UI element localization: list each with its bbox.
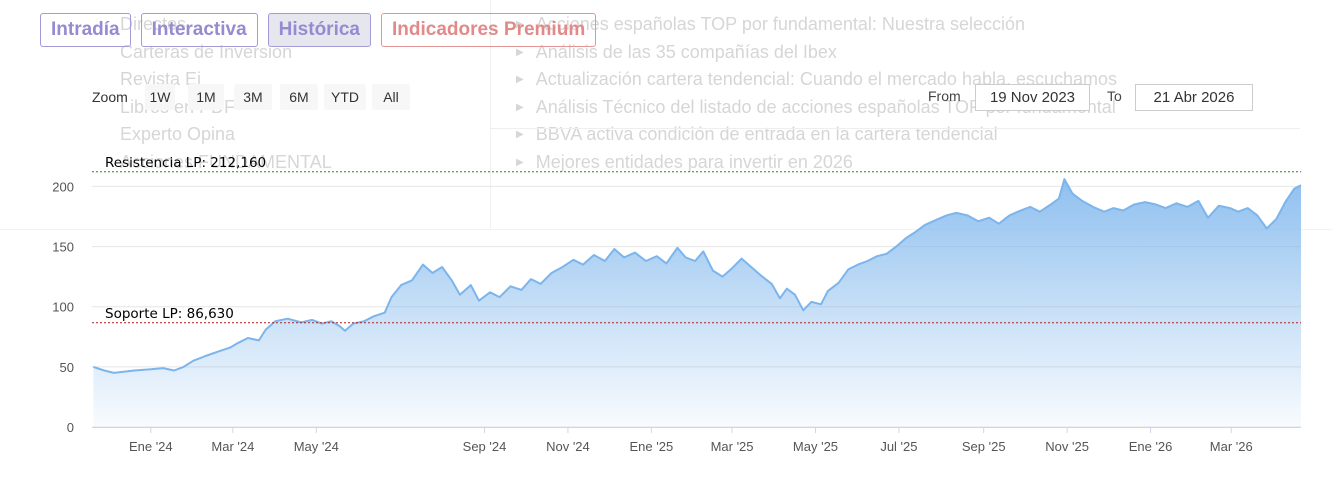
background-article-link: ▶ Actualización cartera tendencial: Cuand… (516, 66, 1117, 94)
background-article-title: Análisis de las 35 compañías del Ibex (535, 41, 837, 62)
background-article-link: ▶ Análisis de las 35 compañías del Ibex (516, 39, 1117, 67)
triangle-bullet-icon: ▶ (516, 156, 524, 168)
background-menu-item: Directos (120, 14, 187, 34)
background-band (0, 229, 1332, 230)
series-line (93, 178, 1302, 374)
x-tick-label: May '25 (793, 439, 838, 454)
background-menu-item: Revista Ei (120, 69, 202, 89)
to-date-input[interactable]: 21 Abr 2026 (1135, 84, 1253, 111)
zoom-label: Zoom (92, 89, 128, 105)
background-article-title: BBVA activa condición de entrada en la c… (535, 124, 998, 144)
x-tick-label: Ene '26 (1129, 439, 1173, 454)
x-tick-label: Ene '25 (630, 439, 674, 454)
from-date-input[interactable]: 19 Nov 2023 (975, 84, 1090, 111)
background-menu-item: Acciones FUNDAMENTAL (120, 151, 332, 172)
y-tick-label: 0 (67, 420, 74, 435)
x-tick-label: Mar '26 (1210, 439, 1253, 454)
x-tick-label: Jul '25 (880, 439, 917, 454)
level-label: Resistencia LP: 212,160 (105, 155, 266, 171)
x-tick-label: Sep '25 (962, 439, 1006, 454)
background-rule (490, 128, 1300, 129)
tab-indicadores-premium[interactable]: Indicadores Premium (380, 13, 597, 47)
triangle-bullet-icon: ▶ (516, 19, 524, 30)
series-area (93, 179, 1301, 427)
background-article-title: Análisis Técnico del listado de acciones… (535, 96, 1116, 117)
chart-tabs: Intradía Interactiva Histórica Indicador… (40, 13, 597, 47)
tab-intradia[interactable]: Intradía (40, 13, 131, 47)
triangle-bullet-icon: ▶ (516, 46, 524, 58)
y-tick-label: 50 (60, 360, 74, 375)
zoom-3m-button[interactable]: 3M (234, 84, 272, 110)
triangle-bullet-icon: ▶ (516, 101, 524, 113)
x-tick-label: Nov '24 (546, 439, 590, 454)
y-tick-label: 200 (52, 179, 74, 194)
background-article-link: ▶ Acciones españolas TOP por fundamental:… (516, 11, 1117, 39)
background-article-title: Mejores entidades para invertir en 2026 (535, 151, 853, 172)
zoom-all-button[interactable]: All (372, 84, 410, 110)
tab-historica[interactable]: Histórica (267, 13, 371, 47)
background-divider (490, 0, 491, 230)
background-article-title: Actualización cartera tendencial: Cuando… (535, 69, 1118, 89)
x-tick-label: Nov '25 (1045, 439, 1089, 454)
x-tick-label: Mar '24 (211, 439, 254, 454)
from-label: From (928, 88, 961, 104)
zoom-1m-button[interactable]: 1M (188, 84, 224, 110)
zoom-ytd-button[interactable]: YTD (324, 84, 366, 110)
background-article-link: ▶ BBVA activa condición de entrada en la … (516, 121, 1117, 149)
zoom-6m-button[interactable]: 6M (280, 84, 318, 110)
background-menu-right: ▶ Acciones españolas TOP por fundamental:… (516, 11, 1117, 176)
background-article-title: Acciones españolas TOP por fundamental: … (535, 14, 1025, 34)
level-label: Soporte LP: 86,630 (105, 306, 234, 322)
background-article-link: ▶ Mejores entidades para invertir en 2026 (516, 149, 1117, 177)
x-tick-label: Ene '24 (129, 439, 173, 454)
x-tick-label: Mar '25 (711, 439, 754, 454)
y-tick-label: 150 (52, 240, 74, 255)
triangle-bullet-icon: ▶ (516, 129, 524, 140)
triangle-bullet-icon: ▶ (516, 74, 524, 85)
x-tick-label: May '24 (294, 439, 339, 454)
zoom-1w-button[interactable]: 1W (145, 84, 175, 110)
tab-interactiva[interactable]: Interactiva (140, 13, 258, 47)
x-tick-label: Sep '24 (463, 439, 507, 454)
background-menu-item: Experto Opina (120, 124, 236, 144)
to-label: To (1107, 88, 1122, 104)
background-article-link: ▶ Análisis Técnico del listado de accione… (516, 94, 1117, 122)
y-tick-label: 100 (52, 300, 74, 315)
